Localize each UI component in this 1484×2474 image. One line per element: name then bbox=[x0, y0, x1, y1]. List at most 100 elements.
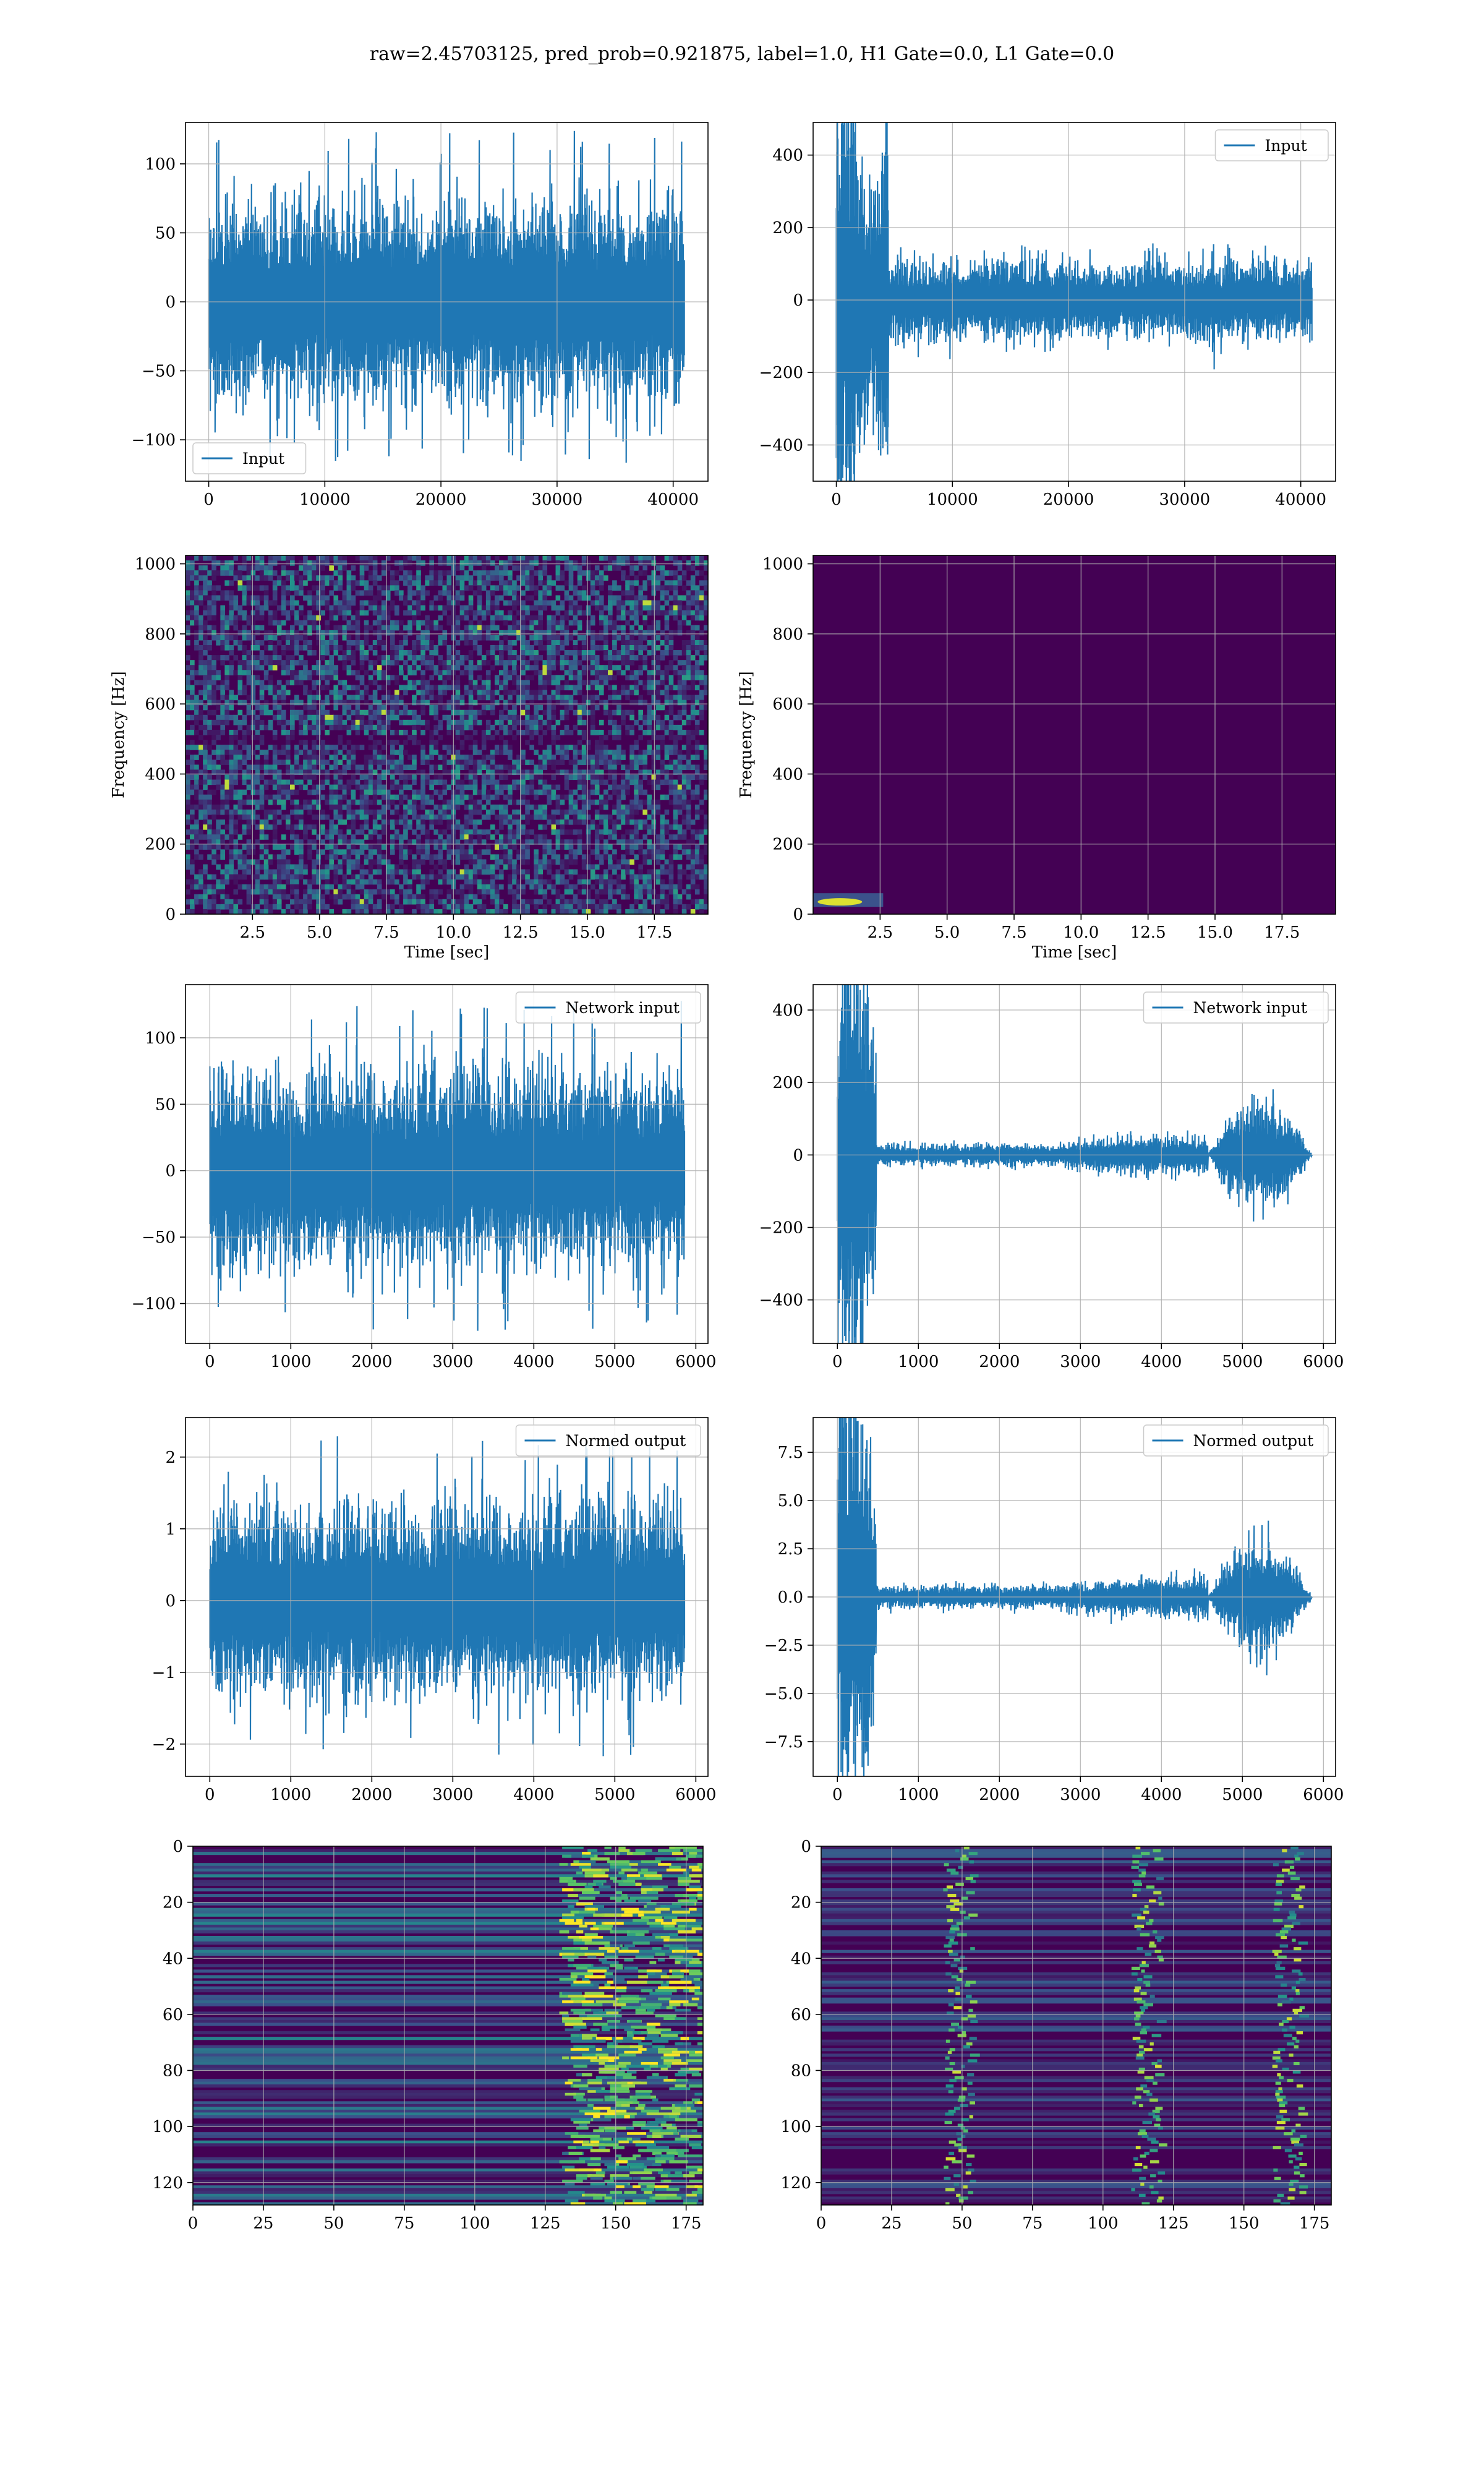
y-tick-label: 60 bbox=[163, 2006, 183, 2024]
y-tick-label: 100 bbox=[152, 2118, 183, 2136]
x-tick-label: 0 bbox=[816, 2214, 827, 2233]
legend: Network input bbox=[515, 991, 701, 1024]
x-tick-label: 0 bbox=[203, 490, 214, 509]
y-tick-label: 100 bbox=[780, 2118, 811, 2136]
y-axis-label: Frequency [Hz] bbox=[737, 671, 756, 798]
x-tick-label: 6000 bbox=[675, 1786, 716, 1804]
y-tick-label: 200 bbox=[145, 836, 176, 854]
x-tick-label: 0 bbox=[832, 1786, 843, 1804]
series-line bbox=[837, 1418, 1313, 1776]
x-tick-label: 125 bbox=[1158, 2214, 1189, 2233]
y-tick-label: 0 bbox=[801, 1838, 811, 1856]
y-tick-label: 60 bbox=[791, 2006, 811, 2024]
y-tick-label: 400 bbox=[772, 765, 803, 784]
y-tick-label: 0 bbox=[165, 905, 176, 924]
panel-feature-map-l1: 0 25 50 75 100 125 150 175 0 20 40 60 80 100 120 bbox=[780, 1838, 1332, 2233]
panel-spectrogram-h1: 2.5 5.0 7.5 10.0 12.5 15.0 17.5 0 200 400 600 800 10… bbox=[109, 555, 709, 962]
y-tick-label: 20 bbox=[163, 1894, 183, 1912]
y-tick-label: 40 bbox=[163, 1950, 183, 1968]
panel-network-input-h1: 0 1000 2000 3000 4000 5000 6000 −100 −50 0 50 100 Ne… bbox=[132, 984, 716, 1371]
x-tick-label: 0 bbox=[831, 490, 842, 509]
legend: Input bbox=[1214, 129, 1329, 161]
y-tick-label: −400 bbox=[759, 436, 803, 455]
y-tick-label: 5.0 bbox=[778, 1492, 803, 1510]
legend: Normed output bbox=[1143, 1424, 1329, 1457]
y-tick-label: −100 bbox=[132, 431, 176, 450]
panel-spectrogram-l1: 2.5 5.0 7.5 10.0 12.5 15.0 17.5 0 200 400 600 800 10… bbox=[737, 555, 1336, 962]
x-tick-label: 5.0 bbox=[307, 923, 332, 942]
y-tick-label: 600 bbox=[772, 695, 803, 714]
x-tick-label: 1000 bbox=[270, 1786, 311, 1804]
x-tick-label: 5000 bbox=[1222, 1353, 1263, 1371]
x-tick-label: 0 bbox=[188, 2214, 198, 2233]
series-line bbox=[837, 985, 1313, 1343]
y-tick-label: 50 bbox=[155, 1095, 176, 1114]
y-tick-label: −2 bbox=[152, 1736, 176, 1754]
x-tick-label: 6000 bbox=[1303, 1786, 1344, 1804]
y-tick-label: −5.0 bbox=[764, 1685, 803, 1703]
x-tick-label: 2000 bbox=[351, 1786, 392, 1804]
x-tick-label: 2000 bbox=[979, 1786, 1020, 1804]
x-tick-label: 175 bbox=[671, 2214, 702, 2233]
x-tick-label: 4000 bbox=[513, 1786, 554, 1804]
x-tick-label: 15.0 bbox=[569, 923, 605, 942]
x-tick-label: 6000 bbox=[1303, 1353, 1344, 1371]
x-tick-label: 100 bbox=[1088, 2214, 1119, 2233]
y-tick-label: 80 bbox=[791, 2062, 811, 2081]
legend-label: Input bbox=[1265, 137, 1307, 155]
x-tick-label: 150 bbox=[600, 2214, 631, 2233]
x-tick-label: 15.0 bbox=[1197, 923, 1233, 942]
y-tick-label: 1 bbox=[165, 1520, 176, 1539]
y-tick-label: 800 bbox=[772, 625, 803, 644]
x-tick-label: 7.5 bbox=[1001, 923, 1026, 942]
legend-label: Normed output bbox=[566, 1432, 686, 1450]
legend-label: Normed output bbox=[1193, 1432, 1314, 1450]
y-tick-label: 0 bbox=[173, 1838, 183, 1856]
y-tick-label: −50 bbox=[142, 362, 176, 381]
y-tick-label: 200 bbox=[772, 219, 803, 238]
x-tick-label: 30000 bbox=[1159, 490, 1211, 509]
y-tick-label: 400 bbox=[772, 1001, 803, 1020]
x-tick-label: 10.0 bbox=[1063, 923, 1099, 942]
y-tick-label: 0 bbox=[165, 293, 176, 312]
y-tick-label: 200 bbox=[772, 836, 803, 854]
y-tick-label: 800 bbox=[145, 625, 176, 644]
x-tick-label: 50 bbox=[323, 2214, 344, 2233]
x-tick-label: 5000 bbox=[594, 1353, 635, 1371]
y-tick-label: −50 bbox=[142, 1228, 176, 1247]
y-tick-label: 7.5 bbox=[778, 1444, 803, 1462]
x-tick-label: 17.5 bbox=[636, 923, 672, 942]
x-tick-label: 175 bbox=[1299, 2214, 1330, 2233]
x-tick-label: 3000 bbox=[432, 1353, 473, 1371]
y-tick-label: 400 bbox=[145, 765, 176, 784]
series-line bbox=[835, 122, 1313, 481]
y-tick-label: 0 bbox=[165, 1162, 176, 1181]
y-tick-label: 80 bbox=[163, 2062, 183, 2081]
x-tick-label: 4000 bbox=[513, 1353, 554, 1371]
x-tick-label: 1000 bbox=[270, 1353, 311, 1371]
y-tick-label: 100 bbox=[145, 1029, 176, 1048]
x-tick-label: 0 bbox=[205, 1353, 215, 1371]
x-tick-label: 7.5 bbox=[373, 923, 399, 942]
x-tick-label: 6000 bbox=[675, 1353, 716, 1371]
y-tick-label: 2.5 bbox=[778, 1540, 803, 1559]
x-tick-label: 75 bbox=[1022, 2214, 1043, 2233]
figure-title: raw=2.45703125, pred_prob=0.921875, labe… bbox=[369, 43, 1115, 65]
y-tick-label: −400 bbox=[759, 1291, 803, 1310]
legend: Network input bbox=[1143, 991, 1329, 1024]
x-tick-label: 4000 bbox=[1141, 1786, 1182, 1804]
x-tick-label: 4000 bbox=[1141, 1353, 1182, 1371]
panel-normed-output-h1: 0 1000 2000 3000 4000 5000 6000 −2 −1 0 1 2 Normed o… bbox=[152, 1417, 716, 1804]
y-axis-label: Frequency [Hz] bbox=[109, 671, 128, 798]
y-tick-label: 120 bbox=[780, 2174, 811, 2193]
y-tick-label: 100 bbox=[145, 155, 176, 174]
x-tick-label: 2.5 bbox=[240, 923, 265, 942]
x-tick-label: 75 bbox=[394, 2214, 414, 2233]
y-tick-label: 400 bbox=[772, 147, 803, 165]
y-tick-label: 0 bbox=[793, 291, 803, 310]
panel-feature-map-h1: 0 25 50 75 100 125 150 175 0 20 40 60 80 100 120 bbox=[152, 1838, 704, 2233]
x-tick-label: 5000 bbox=[1222, 1786, 1263, 1804]
panel-normed-output-l1: 0 1000 2000 3000 4000 5000 6000 −7.5 −5.0 −2.5 0.0… bbox=[764, 1417, 1344, 1804]
x-tick-label: 1000 bbox=[898, 1353, 939, 1371]
x-tick-label: 10.0 bbox=[435, 923, 471, 942]
